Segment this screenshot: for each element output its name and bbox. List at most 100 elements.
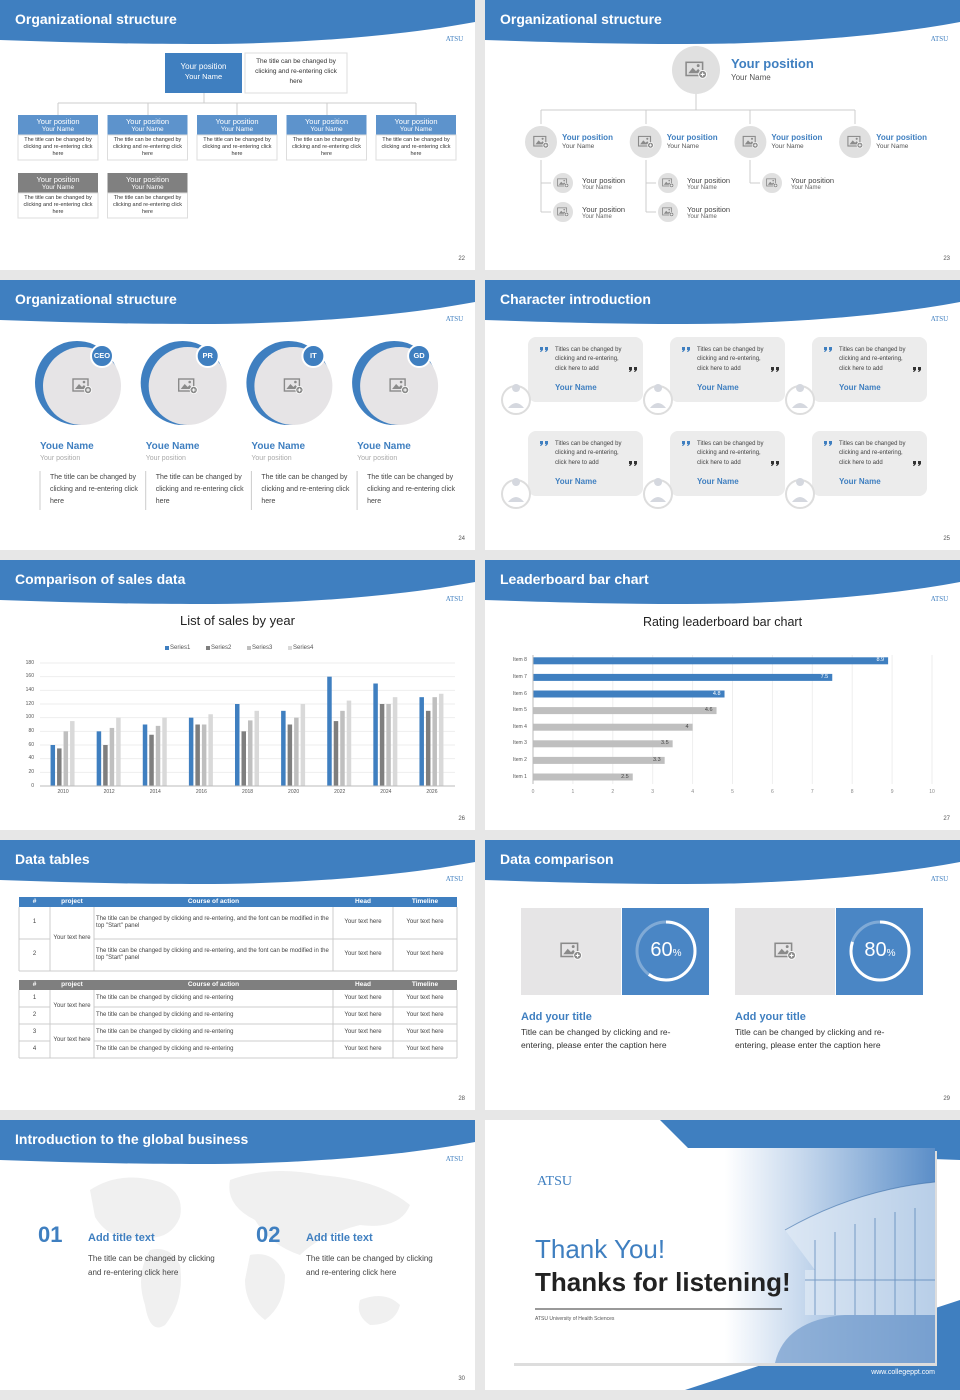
ring-value: [849, 920, 911, 982]
role: PR: [202, 351, 213, 360]
y-tick-label: 100: [25, 714, 34, 721]
avatar: [672, 46, 720, 94]
box-body: [286, 134, 367, 161]
header-cell: #: [32, 981, 37, 989]
slide-graphics: [0, 1120, 475, 1328]
name: Your Name: [555, 383, 597, 392]
slide: Organizational structure ATSU 24 CEO Youe Na…: [0, 280, 475, 550]
page-number: 24: [458, 536, 465, 542]
x-tick-label: 2022: [334, 789, 346, 795]
page-number: 29: [943, 1096, 950, 1102]
avatar-figure: [508, 384, 524, 408]
box-header: [107, 173, 188, 193]
position: Your position: [876, 133, 928, 142]
box-body: [17, 192, 99, 219]
y-tick-label: 120: [25, 700, 34, 707]
avatar-figure: [792, 384, 808, 408]
y-tick-label: 60: [28, 741, 34, 748]
badge-bg: [432, 307, 475, 332]
bar: [254, 710, 259, 786]
cell: 1: [32, 994, 37, 1001]
badge-bg: [432, 867, 475, 892]
cell: Your text here: [53, 935, 91, 942]
quote-open: [682, 347, 690, 352]
bar: [438, 693, 444, 786]
name: Your Name: [791, 185, 821, 191]
y-tick-label: Item 1: [513, 773, 527, 780]
position: Your position: [304, 117, 349, 126]
bar: [340, 710, 345, 786]
role: CEO: [93, 351, 111, 360]
position: Your position: [562, 133, 613, 142]
badge-bg: [917, 867, 960, 892]
cell: Your text here: [344, 951, 382, 958]
slide-graphics: [485, 0, 960, 224]
column-lines: [18, 990, 458, 1058]
page-number: 27: [943, 816, 950, 822]
header-cell: Course of action: [187, 898, 240, 906]
bar: [63, 731, 69, 786]
slide-title: Comparison of sales data: [15, 571, 186, 587]
value-label: 8.9: [876, 657, 885, 664]
slide: Organizational structure ATSU 22 Your posit…: [0, 0, 475, 270]
box-text: The title can be changed by clicking and…: [112, 137, 183, 157]
map-shape: [141, 1249, 181, 1328]
quote-text: Titles can be changed by clicking and re…: [555, 347, 622, 372]
quote-close: [771, 461, 779, 466]
y-tick-label: 180: [25, 659, 34, 666]
stat-title: Add your title: [521, 1011, 592, 1023]
name: Your Name: [310, 126, 343, 133]
cell: Your text here: [344, 994, 382, 1001]
quote-close: [913, 461, 921, 466]
name: Youe Name: [251, 441, 306, 452]
header-cell: Course of action: [187, 981, 240, 989]
header-band: [0, 1120, 475, 1164]
stat-text: Title can be changed by clicking and re-…: [735, 1027, 885, 1050]
x-tick-label: 2018: [241, 789, 254, 795]
bar: [149, 734, 154, 786]
bar: [533, 756, 665, 764]
building-lines: [784, 1181, 936, 1315]
y-tick-label: 160: [25, 673, 34, 680]
position: Your position: [357, 455, 398, 462]
quote-close: [629, 367, 637, 372]
percent: 80: [864, 939, 887, 961]
role-badge: [195, 344, 220, 368]
x-tick-label: 2: [611, 789, 615, 795]
box-text: The title can be changed by clicking and…: [23, 137, 93, 157]
header-cell: Head: [355, 898, 371, 906]
x-tick-label: 9: [890, 789, 894, 795]
item-title: Add title text: [88, 1232, 155, 1244]
bar: [281, 710, 286, 786]
avatar: [551, 171, 575, 195]
bar: [70, 721, 75, 786]
ring-value: [635, 920, 697, 982]
bar: [188, 717, 194, 786]
person-text: The title can be changed by clicking and…: [367, 474, 456, 505]
note-box: [244, 52, 348, 94]
bar: [533, 657, 889, 665]
quote-text: Titles can be changed by clicking and re…: [839, 347, 906, 372]
avatar: [551, 200, 575, 224]
x-tick-label: 3: [651, 789, 655, 795]
name: Your Name: [41, 126, 75, 133]
header-band: [0, 0, 475, 44]
connector: [57, 93, 417, 115]
x-tick-label: 2026: [426, 789, 438, 795]
percent: 60: [650, 939, 673, 961]
legend-swatch: [206, 646, 210, 650]
bar: [373, 683, 378, 786]
quote-close: [771, 367, 779, 372]
map-shape: [229, 1171, 410, 1255]
x-tick-label: 8: [850, 789, 854, 795]
y-tick-label: 0: [31, 782, 34, 789]
slide-graphics: [485, 280, 960, 509]
bar: [50, 745, 56, 786]
position: Your position: [180, 62, 227, 71]
position: Your position: [582, 205, 626, 214]
slide-title: Data comparison: [500, 851, 614, 867]
name: Your Name: [839, 383, 881, 392]
badge: ATSU: [445, 35, 464, 43]
y-tick-label: Item 4: [513, 723, 527, 730]
badge-bg: [917, 27, 960, 52]
